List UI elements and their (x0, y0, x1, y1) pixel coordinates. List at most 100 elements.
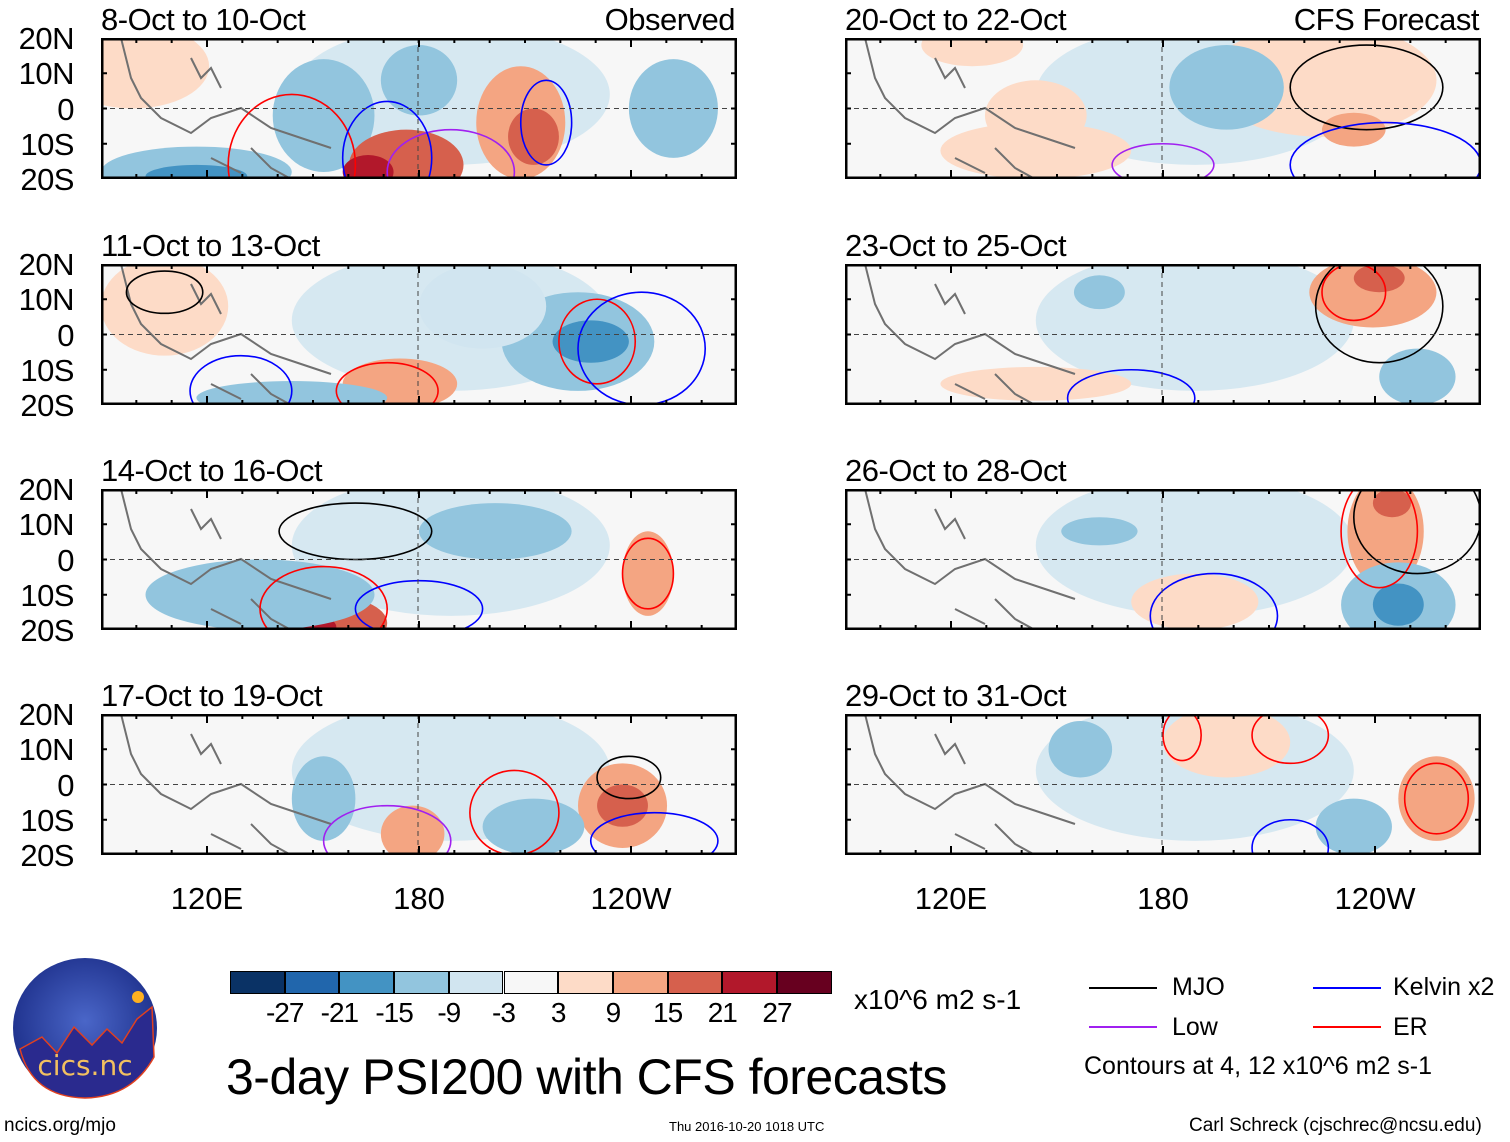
anomaly-shading (1169, 45, 1284, 130)
anomaly-shading (1315, 798, 1392, 855)
coastline (864, 264, 1076, 405)
colorbar-label: 21 (707, 997, 738, 1028)
psi200-map-panel (101, 38, 737, 179)
wave-contour (1111, 142, 1215, 179)
anomaly-shading (101, 38, 210, 109)
latitude-label: 20N (18, 472, 75, 507)
panel-date-range: 23-Oct to 25-Oct (845, 228, 1067, 263)
anomaly-shading (482, 798, 585, 855)
colorbar-label: -15 (375, 997, 413, 1028)
wave-contour (1149, 572, 1279, 630)
panel-date-range: 20-Oct to 22-Oct (845, 2, 1067, 37)
longitude-label: 180 (393, 881, 445, 916)
colorbar-swatch (284, 971, 340, 994)
psi200-map-panel (845, 714, 1481, 855)
psi200-map-panel (101, 489, 737, 630)
latitude-label: 10N (18, 507, 75, 543)
anomaly-shading (940, 366, 1132, 401)
wave-contour (259, 565, 388, 630)
wave-contour (1251, 818, 1330, 855)
anomaly-shading (419, 264, 547, 349)
wave-contour (589, 811, 719, 855)
colorbar-swatch (722, 971, 777, 994)
wave-contour (322, 804, 452, 855)
latitude-label: 20S (20, 613, 74, 648)
colorbar-label: -9 (437, 997, 461, 1028)
colorbar-label: -21 (320, 997, 359, 1028)
psi200-map-panel (845, 489, 1481, 630)
panel-date-range: 8-Oct to 10-Oct (101, 2, 306, 37)
anomaly-shading (145, 559, 375, 630)
longitude-label: 180 (1137, 881, 1189, 916)
latitude-label: 10N (18, 732, 75, 768)
latitude-label: 20S (20, 162, 74, 197)
colorbar-swatch (612, 971, 668, 994)
wave-contour (189, 354, 293, 405)
anomaly-shading (380, 45, 458, 116)
anomaly-shading (1372, 583, 1424, 626)
longitude-label: 120W (590, 881, 672, 916)
logo-text: cics.nc (37, 1049, 132, 1082)
legend-er-line (1313, 1026, 1381, 1028)
contour-note: Contours at 4, 12 x10^6 m2 s-1 (1084, 1052, 1433, 1080)
wave-contour (596, 755, 662, 800)
longitude-label: 120E (914, 881, 988, 916)
footer-timestamp: Thu 2016-10-20 1018 UTC (669, 1119, 825, 1134)
legend-low-line (1089, 1026, 1157, 1028)
latitude-label: 20N (18, 697, 75, 732)
coastline (120, 714, 332, 855)
wave-contour (1340, 489, 1419, 589)
longitude-label: 120W (1334, 881, 1416, 916)
anomaly-shading (1131, 573, 1259, 630)
anomaly-shading (628, 59, 718, 158)
cics-logo: cics.nc (12, 957, 158, 1099)
wave-contour (227, 93, 357, 179)
wave-contour (1289, 44, 1444, 131)
psi200-map-panel (845, 264, 1481, 405)
colorbar-label: 27 (762, 997, 792, 1028)
colorbar-swatch (667, 971, 723, 994)
legend-er-label: ER (1393, 1013, 1428, 1041)
anomaly-shading (1353, 264, 1405, 293)
latitude-label: 10S (20, 352, 74, 388)
panel-date-range: 14-Oct to 16-Oct (101, 453, 323, 488)
legend-mjo-line (1089, 987, 1157, 989)
coastline (120, 264, 332, 405)
footer-url[interactable]: ncics.org/mjo (4, 1115, 116, 1136)
wave-contour (1162, 714, 1202, 762)
wave-contour (354, 579, 484, 630)
wave-contour (558, 298, 637, 385)
psi200-map-panel (101, 264, 737, 405)
colorbar-swatch (503, 971, 559, 994)
latitude-label: 10N (18, 56, 75, 92)
legend-mjo-label: MJO (1172, 973, 1225, 1001)
anomaly-shading (1061, 517, 1138, 546)
coastline (120, 38, 332, 179)
colorbar-label: -27 (265, 997, 304, 1028)
anomaly-shading (1372, 489, 1412, 518)
psi200-map-panel (845, 38, 1481, 179)
wave-contour (1066, 368, 1196, 405)
anomaly-shading (921, 38, 1024, 67)
anomaly-shading (419, 503, 572, 560)
legend-kelvin-line (1313, 987, 1381, 989)
anomaly-shading (272, 59, 375, 172)
anomaly-shading (291, 756, 356, 841)
wave-contour (621, 537, 675, 610)
coastline (864, 489, 1076, 630)
anomaly-shading (1048, 721, 1113, 778)
colorbar-label: 3 (550, 997, 567, 1028)
latitude-label: 20S (20, 388, 74, 423)
latitude-label: 10S (20, 126, 74, 162)
coastline (864, 714, 1076, 855)
latitude-label: 10S (20, 802, 74, 838)
panel-source-tag: Observed (604, 2, 736, 37)
latitude-label: 0 (57, 542, 74, 578)
latitude-label: 0 (57, 767, 74, 803)
psi200-map-panel (101, 714, 737, 855)
panel-date-range: 17-Oct to 19-Oct (101, 678, 323, 713)
wave-contour (1321, 264, 1387, 322)
anomaly-shading (1073, 275, 1125, 310)
latitude-label: 0 (57, 317, 74, 353)
